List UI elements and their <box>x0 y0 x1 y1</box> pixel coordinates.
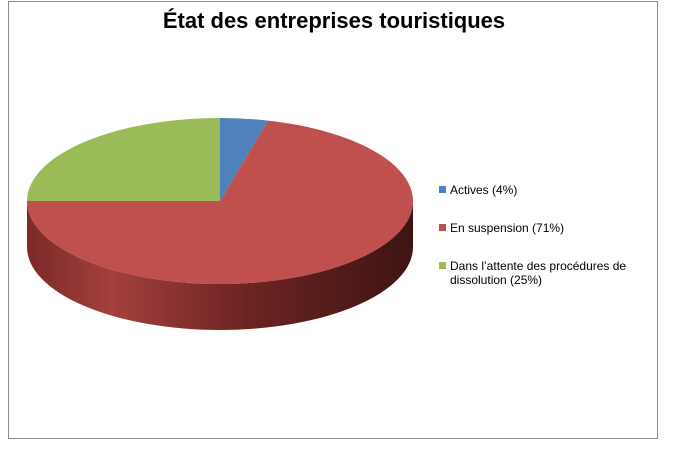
legend-swatch-actives <box>439 186 446 193</box>
legend-label-dissolution: Dans l’attente des procédures de dissolu… <box>450 259 627 287</box>
pie-chart <box>27 118 413 330</box>
pie-slice-en-suspension <box>27 120 413 284</box>
legend-label-en-suspension: En suspension (71%) <box>450 221 565 235</box>
pie-side-wall <box>27 201 413 330</box>
legend-swatch-dissolution <box>439 262 446 269</box>
legend-swatch-en-suspension <box>439 224 446 231</box>
legend-item-dissolution: Dans l’attente des procédures de dissolu… <box>439 259 659 287</box>
chart-title: État des entreprises touristiques <box>162 8 506 33</box>
legend-label-actives: Actives (4%) <box>450 183 518 197</box>
chart-frame: État des entreprises touristiques Active… <box>8 1 658 439</box>
pie-slice-dissolution <box>27 118 220 201</box>
legend-item-actives: Actives (4%) <box>439 183 659 197</box>
legend-item-en-suspension: En suspension (71%) <box>439 221 659 235</box>
chart-legend: Actives (4%) En suspension (71%) Dans l’… <box>439 183 659 311</box>
pie-slice-actives <box>220 118 268 201</box>
